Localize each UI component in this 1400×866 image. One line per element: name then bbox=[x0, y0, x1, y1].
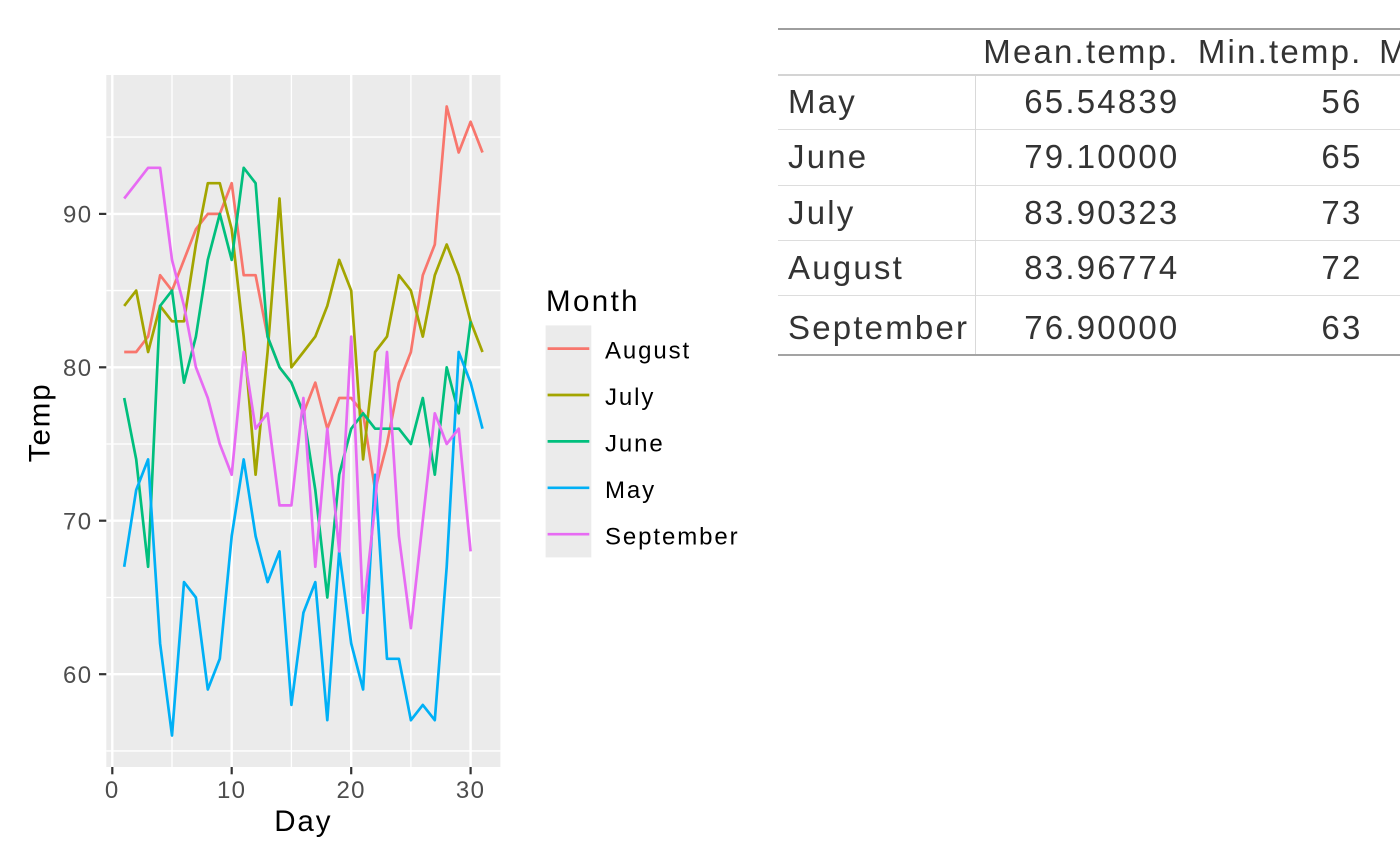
svg-text:0: 0 bbox=[105, 777, 120, 804]
svg-text:Day: Day bbox=[274, 805, 332, 838]
svg-text:20: 20 bbox=[336, 777, 366, 804]
svg-text:Temp: Temp bbox=[24, 382, 57, 462]
svg-text:80: 80 bbox=[63, 355, 93, 382]
svg-text:September: September bbox=[605, 523, 740, 550]
svg-text:60: 60 bbox=[63, 662, 93, 689]
svg-text:Month: Month bbox=[546, 285, 640, 318]
svg-text:June: June bbox=[605, 431, 665, 458]
svg-text:90: 90 bbox=[63, 202, 93, 229]
svg-text:May: May bbox=[605, 477, 656, 504]
svg-text:70: 70 bbox=[63, 508, 93, 535]
svg-text:July: July bbox=[605, 384, 655, 411]
svg-text:10: 10 bbox=[217, 777, 247, 804]
svg-text:30: 30 bbox=[456, 777, 486, 804]
svg-text:August: August bbox=[605, 338, 691, 365]
